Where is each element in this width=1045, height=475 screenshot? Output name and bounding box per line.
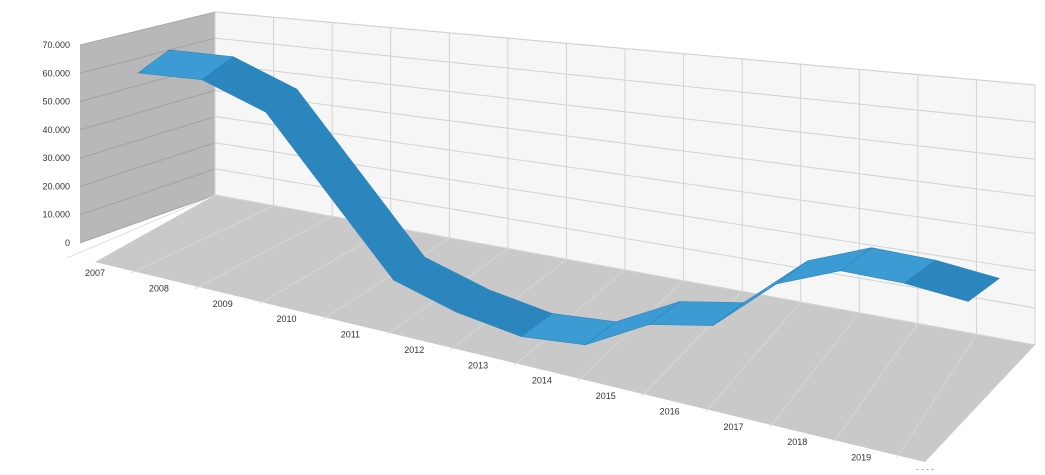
gridline-side xyxy=(79,116,216,159)
y-tick-label: 0 xyxy=(65,238,70,248)
y-tick-label: 20.000 xyxy=(42,181,70,191)
y-tick-label: 50.000 xyxy=(42,97,70,107)
x-tick-label: 2010 xyxy=(277,314,297,324)
gridline-side xyxy=(79,142,216,187)
x-tick-label: 2007 xyxy=(85,268,105,278)
y-tick-label: 60.000 xyxy=(42,68,70,78)
x-tick-label: 2016 xyxy=(660,406,680,416)
x-tick-label: 2018 xyxy=(787,437,807,447)
gridline-floor xyxy=(194,216,333,290)
x-tick-label: 2009 xyxy=(213,299,233,309)
x-tick-label: 2013 xyxy=(468,360,488,370)
gridline-side xyxy=(79,168,216,216)
x-tick-label: 2014 xyxy=(532,376,552,386)
gridline-floor xyxy=(66,194,216,259)
y-tick-label: 10.000 xyxy=(42,210,70,220)
gridline-floor xyxy=(130,205,274,274)
gridline-side xyxy=(79,90,216,131)
gridline-floor xyxy=(768,312,860,428)
ribbon-segment-2019-2020 xyxy=(903,259,1000,302)
y-axis-ticks: 0 10.000 20.000 30.000 40.000 50.000 60.000 70.… xyxy=(42,40,70,248)
gridline-side xyxy=(79,37,216,74)
x-tick-label: 2015 xyxy=(596,391,616,401)
gridline-floor xyxy=(705,301,802,413)
y-tick-label: 70.000 xyxy=(42,40,70,50)
gridline-floor xyxy=(896,334,977,459)
gridline-floor xyxy=(577,280,684,382)
gridline-floor xyxy=(832,323,919,443)
x-tick-label: 2017 xyxy=(723,422,743,432)
x-tick-label: 2019 xyxy=(851,453,871,463)
gridline-side xyxy=(79,194,216,244)
gridline-side xyxy=(79,11,216,46)
data-ribbon xyxy=(137,49,1000,346)
x-tick-label: 2011 xyxy=(341,330,360,340)
y-tick-label: 30.000 xyxy=(42,153,70,163)
y-tick-label: 40.000 xyxy=(42,125,70,135)
x-tick-label: 2012 xyxy=(404,345,424,355)
x-tick-label: 2008 xyxy=(149,283,169,293)
gridline-floor xyxy=(322,237,450,320)
